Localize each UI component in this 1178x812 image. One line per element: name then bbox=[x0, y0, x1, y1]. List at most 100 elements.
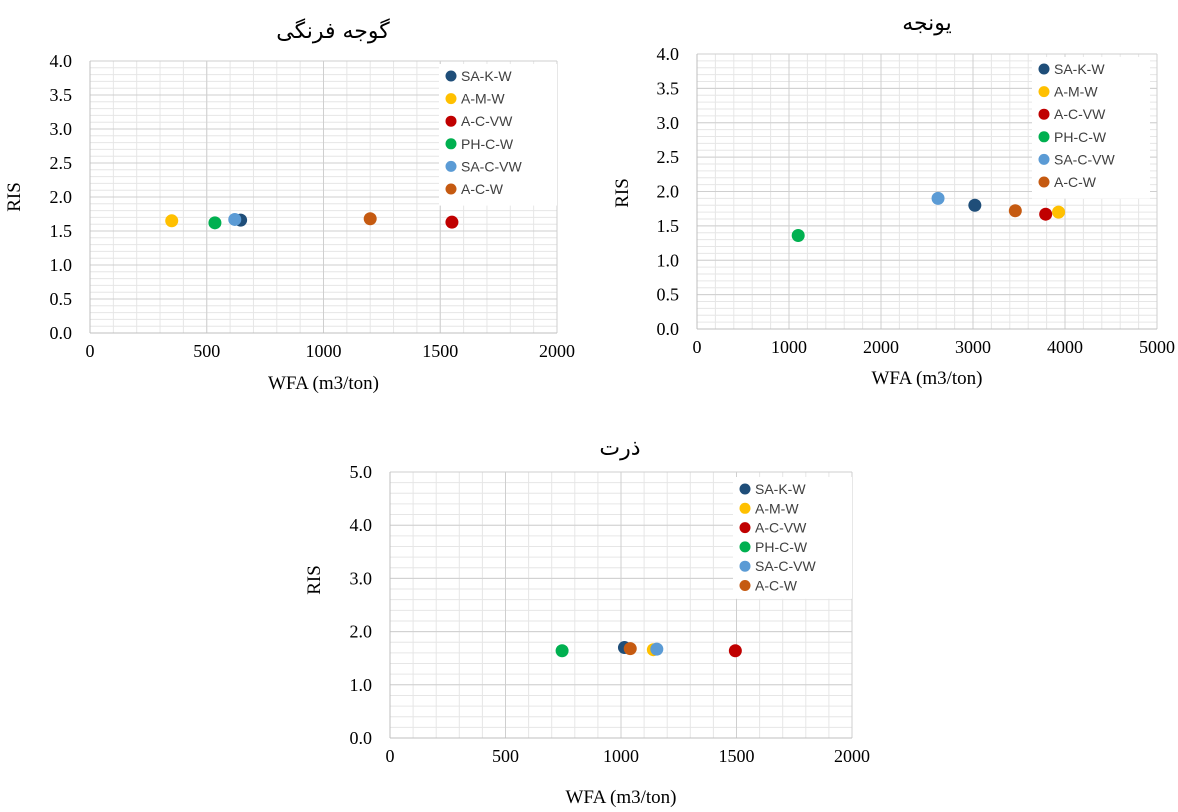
x-tick-label: 0 bbox=[386, 746, 395, 766]
legend-label: A-M-W bbox=[755, 500, 799, 516]
data-point bbox=[555, 644, 569, 658]
y-tick-label: 0.5 bbox=[657, 285, 680, 305]
legend-label: A-C-W bbox=[1054, 174, 1097, 190]
x-axis-label: WFA (m3/ton) bbox=[871, 368, 982, 389]
legend-marker bbox=[445, 138, 457, 150]
legend-marker bbox=[445, 93, 457, 105]
legend-box bbox=[1032, 57, 1150, 199]
legend-marker bbox=[739, 580, 751, 591]
legend-box bbox=[439, 64, 557, 206]
x-tick-label: 0 bbox=[86, 341, 95, 361]
legend-label: PH-C-W bbox=[461, 136, 514, 152]
legend: SA-K-W A-M-W A-C-VW PH-C-W SA-C-VW A-C-W bbox=[439, 64, 557, 206]
legend-label: SA-K-W bbox=[461, 68, 512, 84]
data-point bbox=[228, 212, 242, 226]
y-tick-label: 4.0 bbox=[657, 44, 680, 64]
data-point bbox=[208, 216, 222, 230]
x-axis-label: WFA (m3/ton) bbox=[565, 787, 676, 808]
data-point bbox=[1008, 204, 1022, 218]
x-tick-label: 1500 bbox=[422, 341, 458, 361]
x-tick-label: 3000 bbox=[955, 337, 991, 357]
data-point bbox=[623, 642, 637, 656]
y-tick-label: 2.5 bbox=[657, 147, 680, 167]
y-tick-label: 1.0 bbox=[657, 250, 680, 270]
data-point bbox=[968, 198, 982, 212]
y-tick-label: 1.0 bbox=[350, 675, 373, 695]
data-point bbox=[165, 214, 179, 228]
x-tick-label: 4000 bbox=[1047, 337, 1083, 357]
legend-marker bbox=[1038, 176, 1050, 188]
data-point bbox=[791, 229, 805, 242]
y-tick-label: 1.0 bbox=[50, 255, 73, 275]
y-tick-label: 3.0 bbox=[657, 113, 680, 133]
y-tick-label: 4.0 bbox=[50, 51, 73, 71]
y-tick-label: 2.0 bbox=[657, 182, 680, 202]
chart-3: ذرت 0.0 1.0 2.0 3.0 4.0 5.0 0 500 1000 1500 2000 WFA… bbox=[304, 436, 870, 808]
x-tick-label: 1000 bbox=[306, 341, 342, 361]
legend-marker bbox=[739, 560, 751, 572]
legend-marker bbox=[1038, 153, 1050, 165]
legend-label: SA-C-VW bbox=[461, 158, 522, 174]
x-tick-label: 1000 bbox=[603, 746, 639, 766]
y-tick-label: 0.5 bbox=[50, 289, 73, 309]
legend-marker bbox=[445, 183, 457, 195]
legend-label: SA-C-VW bbox=[1054, 151, 1115, 167]
legend-marker bbox=[739, 502, 751, 514]
legend-box bbox=[733, 477, 852, 599]
x-tick-label: 1000 bbox=[771, 337, 807, 357]
chart-title: ذرت bbox=[599, 436, 640, 461]
legend-marker bbox=[445, 70, 457, 82]
legend: SA-K-W A-M-W A-C-VW PH-C-W SA-C-VW A-C-W bbox=[733, 477, 852, 599]
legend-label: A-M-W bbox=[461, 91, 505, 107]
legend-marker bbox=[1038, 63, 1050, 75]
x-tick-label: 500 bbox=[193, 341, 220, 361]
y-axis-label: RIS bbox=[304, 565, 325, 595]
legend-label: PH-C-W bbox=[755, 539, 808, 555]
y-tick-label: 0.0 bbox=[50, 323, 73, 343]
x-axis-label: WFA (m3/ton) bbox=[268, 373, 379, 394]
chart-title: گوجه فرنگی bbox=[276, 18, 390, 44]
legend-marker bbox=[1038, 131, 1050, 143]
x-tick-label: 2000 bbox=[863, 337, 899, 357]
x-tick-label: 0 bbox=[693, 337, 702, 357]
legend-marker bbox=[739, 541, 751, 553]
data-point bbox=[1052, 205, 1066, 219]
legend-label: A-C-VW bbox=[755, 520, 807, 536]
legend-marker bbox=[1038, 86, 1050, 98]
x-tick-label: 2000 bbox=[834, 746, 870, 766]
y-tick-label: 3.5 bbox=[657, 78, 680, 98]
y-tick-label: 0.0 bbox=[350, 728, 373, 748]
chart-1: گوجه فرنگی 0.0 0.5 1.0 1.5 2.0 2.5 3.0 3.5 4.0 0 50… bbox=[4, 18, 575, 394]
y-tick-label: 2.0 bbox=[50, 187, 73, 207]
x-tick-label: 5000 bbox=[1139, 337, 1175, 357]
legend: SA-K-W A-M-W A-C-VW PH-C-W SA-C-VW A-C-W bbox=[1032, 57, 1150, 199]
legend-label: SA-C-VW bbox=[755, 558, 816, 574]
legend-marker bbox=[445, 115, 457, 127]
y-tick-label: 3.5 bbox=[50, 85, 73, 105]
y-tick-label: 4.0 bbox=[350, 515, 373, 535]
legend-label: A-C-VW bbox=[1054, 106, 1106, 122]
y-tick-label: 3.0 bbox=[350, 568, 373, 588]
y-tick-label: 2.0 bbox=[350, 622, 373, 642]
data-point bbox=[445, 215, 459, 229]
points bbox=[555, 641, 742, 658]
data-point bbox=[1039, 207, 1053, 221]
legend-label: A-M-W bbox=[1054, 84, 1098, 100]
y-tick-label: 1.5 bbox=[50, 221, 73, 241]
legend-marker bbox=[739, 522, 751, 534]
data-point bbox=[728, 644, 742, 658]
legend-label: A-C-W bbox=[461, 181, 504, 197]
legend-label: A-C-VW bbox=[461, 113, 513, 129]
chart-2: یونجه 0.0 0.5 1.0 1.5 2.0 2.5 3.0 3.5 4.0 0 1000 200… bbox=[612, 11, 1175, 389]
legend-label: SA-K-W bbox=[755, 481, 806, 497]
y-tick-label: 0.0 bbox=[657, 319, 680, 339]
data-point bbox=[363, 212, 377, 226]
legend-label: A-C-W bbox=[755, 578, 798, 594]
y-axis-label: RIS bbox=[612, 178, 633, 208]
legend-label: PH-C-W bbox=[1054, 129, 1107, 145]
legend-label: SA-K-W bbox=[1054, 61, 1105, 77]
legend-marker bbox=[1038, 108, 1050, 120]
data-point bbox=[650, 642, 664, 656]
y-tick-label: 5.0 bbox=[350, 462, 373, 482]
